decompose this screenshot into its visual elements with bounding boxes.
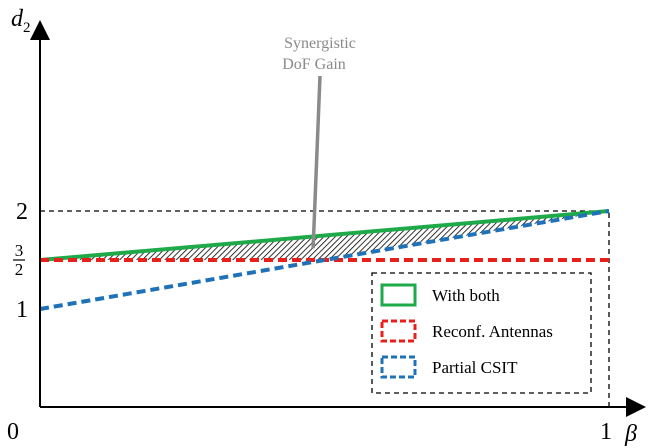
series-line-with-both — [39, 209, 610, 262]
legend-swatch-partial-csit — [380, 355, 417, 379]
legend-box — [371, 272, 592, 394]
annotation-synergistic-gain: Synergistic DoF Gain — [282, 35, 356, 249]
legend-swatch-with-both — [380, 283, 417, 307]
y-tick-label: 1 — [16, 297, 28, 323]
x-tick-label: 1 — [600, 419, 612, 445]
y-axis-label: d2 — [11, 6, 31, 36]
x-tick-label: 0 — [7, 419, 19, 445]
y-tick-label: 2 — [16, 199, 28, 225]
y-tick-label-numerator: 3 — [15, 241, 24, 260]
legend-label-partial-csit: Partial CSIT — [432, 358, 518, 377]
annotation-line-2: DoF Gain — [282, 56, 346, 73]
x-axis-label: β — [624, 421, 637, 447]
legend: With both Reconf. Antennas Partial CSIT — [371, 272, 592, 394]
series-line-partial-csit — [39, 209, 610, 311]
legend-swatch-reconf-antennas — [380, 319, 417, 343]
annotation-pointer — [311, 75, 322, 249]
annotation-line-1: Synergistic — [284, 35, 356, 52]
legend-label-with-both: With both — [432, 286, 500, 305]
y-tick-label-denominator: 2 — [15, 260, 24, 279]
legend-label-reconf-antennas: Reconf. Antennas — [432, 322, 553, 341]
